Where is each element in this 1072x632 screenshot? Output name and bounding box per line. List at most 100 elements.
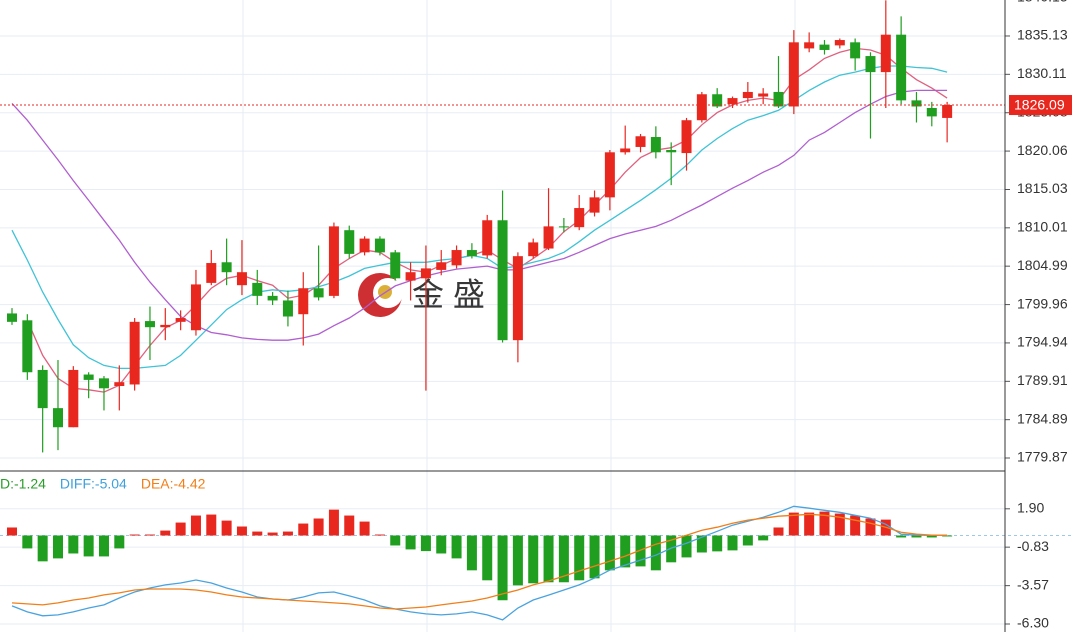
candle-body: [712, 94, 723, 107]
macd-bar: [926, 535, 937, 538]
y-tick-label: 1810.01: [1017, 219, 1068, 235]
macd-bar: [819, 511, 830, 536]
macd-bar: [359, 521, 370, 536]
candle-body: [589, 197, 600, 213]
macd-bar: [221, 520, 232, 536]
macd-bar: [834, 513, 845, 536]
candle-body: [880, 34, 891, 73]
candle-body: [788, 42, 799, 107]
candle-body: [405, 272, 416, 281]
macd-bar: [620, 535, 631, 568]
candle-body: [129, 321, 140, 385]
candle-body: [267, 295, 278, 301]
candle-body: [68, 369, 79, 428]
candle-body: [236, 272, 247, 286]
candle-body: [482, 220, 493, 256]
ma-line: [11, 89, 948, 341]
macd-bar: [497, 535, 508, 601]
y-tick-label: 1815.03: [1017, 180, 1068, 196]
candle-body: [22, 320, 33, 373]
candle-body: [773, 91, 784, 107]
candle-body: [390, 252, 401, 279]
candle-body: [206, 263, 217, 283]
macd-bar: [267, 532, 278, 536]
macd-bar: [405, 535, 416, 550]
y-tick-label: 1840.15: [1017, 0, 1068, 4]
macd-header: D:-1.24: [0, 476, 46, 492]
macd-bar: [206, 514, 217, 536]
macd-bar: [252, 531, 263, 536]
candle-body: [804, 42, 815, 49]
watermark: 金 盛: [358, 273, 485, 317]
candle-body: [52, 408, 63, 428]
y-tick-label: 1784.89: [1017, 410, 1068, 426]
candle-body: [911, 100, 922, 107]
macd-bar: [666, 535, 677, 563]
macd-bar: [742, 535, 753, 546]
candle-body: [865, 56, 876, 73]
candle-body: [758, 93, 769, 97]
candle-body: [282, 300, 293, 317]
candle-body: [727, 98, 738, 105]
macd-bar: [512, 535, 523, 586]
y-tick-label: 1820.06: [1017, 142, 1068, 158]
y-tick-label: -3.57: [1017, 576, 1049, 592]
y-tick-label: 1830.11: [1017, 65, 1067, 81]
candle-body: [83, 374, 94, 380]
macd-bar: [436, 535, 447, 554]
candle-body: [344, 230, 355, 254]
y-tick-label: 1.90: [1017, 500, 1044, 516]
macd-bar: [374, 534, 385, 536]
candle-body: [819, 44, 830, 50]
macd-bar: [758, 535, 769, 541]
macd-bar: [466, 535, 477, 571]
macd-header: DIFF:-5.04: [60, 476, 127, 492]
candle-body: [742, 91, 753, 99]
candle-body: [313, 288, 324, 298]
macd-bar: [236, 526, 247, 536]
y-tick-label: 1794.94: [1017, 334, 1068, 350]
y-tick-label: -6.30: [1017, 615, 1049, 631]
macd-bar: [37, 535, 48, 562]
candle-body: [359, 238, 370, 253]
y-tick-label: -0.83: [1017, 538, 1049, 554]
macd-bar: [313, 518, 324, 536]
candle-body: [160, 324, 171, 328]
candle-body: [926, 108, 937, 117]
macd-bar: [850, 515, 861, 536]
macd-bar: [83, 535, 94, 557]
macd-bar: [68, 535, 79, 554]
macd-bar: [712, 535, 723, 552]
macd-bar: [727, 535, 738, 551]
candle-body: [942, 105, 953, 118]
candle-body: [512, 256, 523, 341]
macd-bar: [604, 535, 615, 571]
watermark-text: 金 盛: [412, 276, 485, 312]
candle-body: [543, 226, 554, 249]
macd-bar: [558, 535, 569, 583]
macd-bar: [282, 531, 293, 536]
macd-bar: [420, 535, 431, 552]
macd-bar: [543, 535, 554, 583]
macd-bar: [804, 512, 815, 536]
candle-body: [528, 242, 539, 257]
macd-bar: [175, 522, 186, 536]
macd-bar: [390, 535, 401, 546]
candle-body: [420, 268, 431, 279]
macd-bar: [865, 518, 876, 536]
macd-bar: [911, 535, 922, 538]
candle-body: [650, 137, 661, 153]
macd-bar: [52, 535, 63, 559]
macd-bar: [328, 509, 339, 536]
macd-bar: [589, 535, 600, 579]
candle-body: [466, 250, 477, 257]
candle-body: [436, 262, 447, 270]
macd-bar: [160, 530, 171, 536]
macd-bar: [896, 535, 907, 538]
macd-bar: [574, 535, 585, 581]
y-tick-label: 1804.99: [1017, 257, 1068, 273]
candle-body: [374, 238, 385, 253]
candle-body: [298, 288, 309, 315]
diff-line: [11, 505, 948, 621]
